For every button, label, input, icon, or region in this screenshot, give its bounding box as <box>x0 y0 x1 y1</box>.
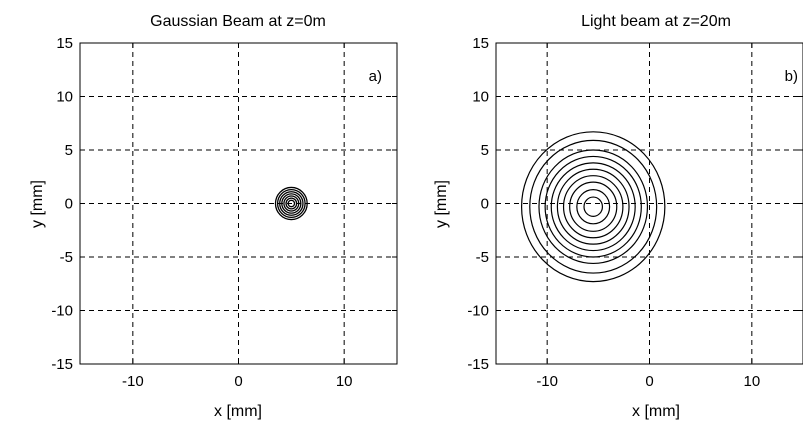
panel-b-contour-1 <box>576 188 611 225</box>
panel-b-plot-area: -10 0 10 -15 -10 -5 0 5 10 15 <box>467 35 803 390</box>
panel-a-xtick-label-2: 10 <box>336 373 353 390</box>
panel-b-label: b) <box>785 68 798 85</box>
panel-b-xlabel: x [mm] <box>632 403 680 420</box>
panel-a-contour-6 <box>274 186 308 221</box>
panel-a: Gaussian Beam at z=0m a) x [mm] y [mm] -… <box>29 13 398 420</box>
panel-a-ytick-label-2: -5 <box>60 249 73 266</box>
panel-a-label: a) <box>369 68 382 85</box>
panel-b-ytick-label-4: 5 <box>481 142 489 159</box>
panel-b-ytick-label-5: 10 <box>472 89 489 106</box>
panel-b-ylabel: y [mm] <box>433 180 450 228</box>
panel-b-ytick-label-1: -10 <box>467 303 489 320</box>
panel-b-contour-5 <box>550 162 636 252</box>
panel-b: Light beam at z=20m b) x [mm] y [mm] -10… <box>433 13 803 420</box>
panel-b-xtick-label-0: -10 <box>536 373 558 390</box>
panel-a-ytick-label-1: -10 <box>51 303 73 320</box>
panel-a-xlabel: x [mm] <box>214 403 262 420</box>
panel-a-ytick-label-6: 15 <box>56 35 73 52</box>
panel-a-contour-5 <box>276 188 306 219</box>
panel-b-ytick-label-6: 15 <box>472 35 489 52</box>
panel-b-ytick-label-3: 0 <box>481 196 489 213</box>
panel-b-contour-6 <box>544 155 642 258</box>
panel-a-plot-area: -10 0 10 -15 -10 -5 0 5 10 15 <box>51 35 398 390</box>
panel-b-contour-9 <box>520 131 666 283</box>
panel-b-contour-8 <box>529 139 658 274</box>
panel-a-contour-1 <box>285 197 298 210</box>
panel-a-xtick-label-1: 0 <box>234 373 242 390</box>
panel-b-contour-4 <box>556 168 630 245</box>
panel-b-title: Light beam at z=20m <box>581 13 731 30</box>
panel-a-contour-0 <box>287 199 296 208</box>
panel-a-contour-2 <box>283 195 300 212</box>
panel-a-ytick-label-4: 5 <box>65 142 73 159</box>
panel-a-ytick-label-3: 0 <box>65 196 73 213</box>
panel-b-contour-0 <box>583 196 604 217</box>
panel-a-ylabel: y [mm] <box>29 180 46 228</box>
panel-a-contour-3 <box>281 193 302 214</box>
panel-a-ytick-label-5: 10 <box>56 89 73 106</box>
panel-b-xtick-label-2: 10 <box>743 373 760 390</box>
panel-a-xtick-label-0: -10 <box>122 373 144 390</box>
panel-b-ytick-label-0: -15 <box>467 356 489 373</box>
panel-b-xtick-label-1: 0 <box>645 373 653 390</box>
panel-a-ytick-label-0: -15 <box>51 356 73 373</box>
panel-b-contour-2 <box>569 181 618 232</box>
panel-b-ytick-label-2: -5 <box>476 249 489 266</box>
panel-b-contour-3 <box>562 175 624 239</box>
panel-a-title: Gaussian Beam at z=0m <box>150 13 326 30</box>
panel-a-contour-4 <box>279 191 304 216</box>
panel-b-contour-7 <box>538 149 649 265</box>
